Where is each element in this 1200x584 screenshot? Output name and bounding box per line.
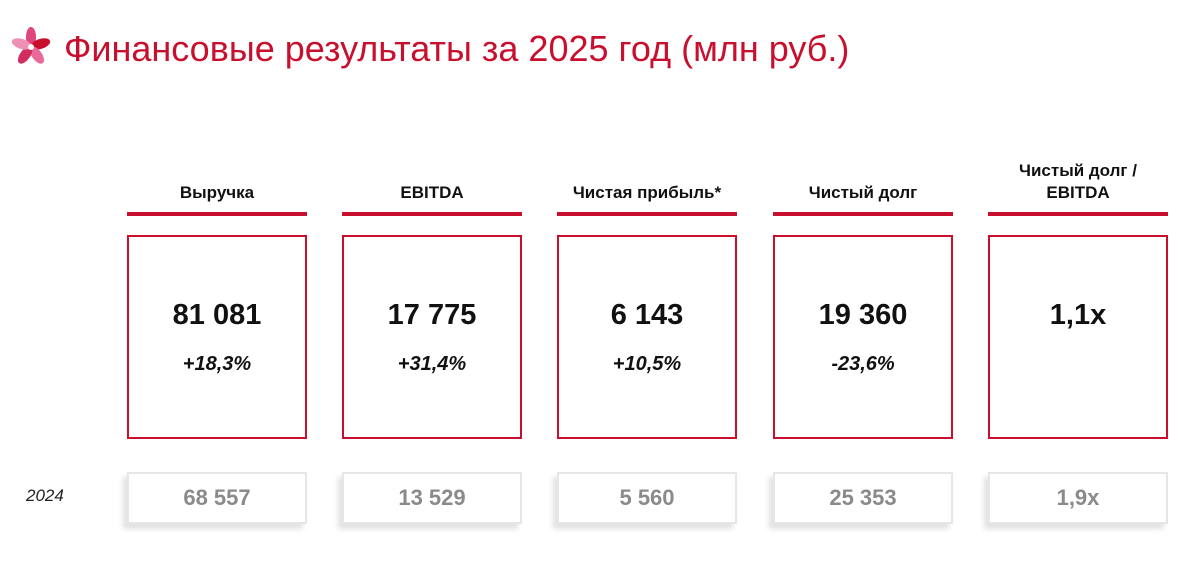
change-percent: +31,4% bbox=[397, 353, 467, 375]
metric-label: Чистая прибыль* bbox=[572, 183, 722, 202]
metric-label: Чистый долг bbox=[808, 183, 918, 202]
current-value-box: 6 143 +10,5% bbox=[557, 235, 737, 439]
header-divider bbox=[127, 212, 307, 216]
current-value-box: 17 775 +31,4% bbox=[342, 235, 522, 439]
prev-year-label: 2024 bbox=[26, 486, 64, 505]
current-value-box: 1,1x bbox=[988, 235, 1168, 439]
flower-logo-icon bbox=[11, 27, 51, 64]
change-percent: +18,3% bbox=[182, 353, 252, 375]
header-divider bbox=[342, 212, 522, 216]
current-value: 1,1x bbox=[1049, 299, 1107, 331]
current-value: 81 081 bbox=[172, 299, 262, 331]
change-percent: +10,5% bbox=[612, 353, 682, 375]
header-divider bbox=[988, 212, 1168, 216]
metric-label: EBITDA bbox=[400, 183, 464, 202]
prev-value-box: 68 557 bbox=[127, 472, 307, 524]
prev-value-box: 25 353 bbox=[773, 472, 953, 524]
header-divider bbox=[773, 212, 953, 216]
current-value-box: 19 360 -23,6% bbox=[773, 235, 953, 439]
current-value: 6 143 bbox=[610, 299, 684, 331]
current-value: 17 775 bbox=[387, 299, 477, 331]
prev-value-box: 1,9x bbox=[988, 472, 1168, 524]
header-divider bbox=[557, 212, 737, 216]
current-value-box: 81 081 +18,3% bbox=[127, 235, 307, 439]
current-value: 19 360 bbox=[818, 299, 908, 331]
change-percent: -23,6% bbox=[831, 353, 895, 375]
page-title: Финансовые результаты за 2025 год (млн р… bbox=[64, 28, 850, 69]
metric-label: Выручка bbox=[179, 183, 255, 202]
metric-label: Чистый долг / EBITDA bbox=[1019, 161, 1137, 202]
prev-value-box: 13 529 bbox=[342, 472, 522, 524]
prev-value-box: 5 560 bbox=[557, 472, 737, 524]
